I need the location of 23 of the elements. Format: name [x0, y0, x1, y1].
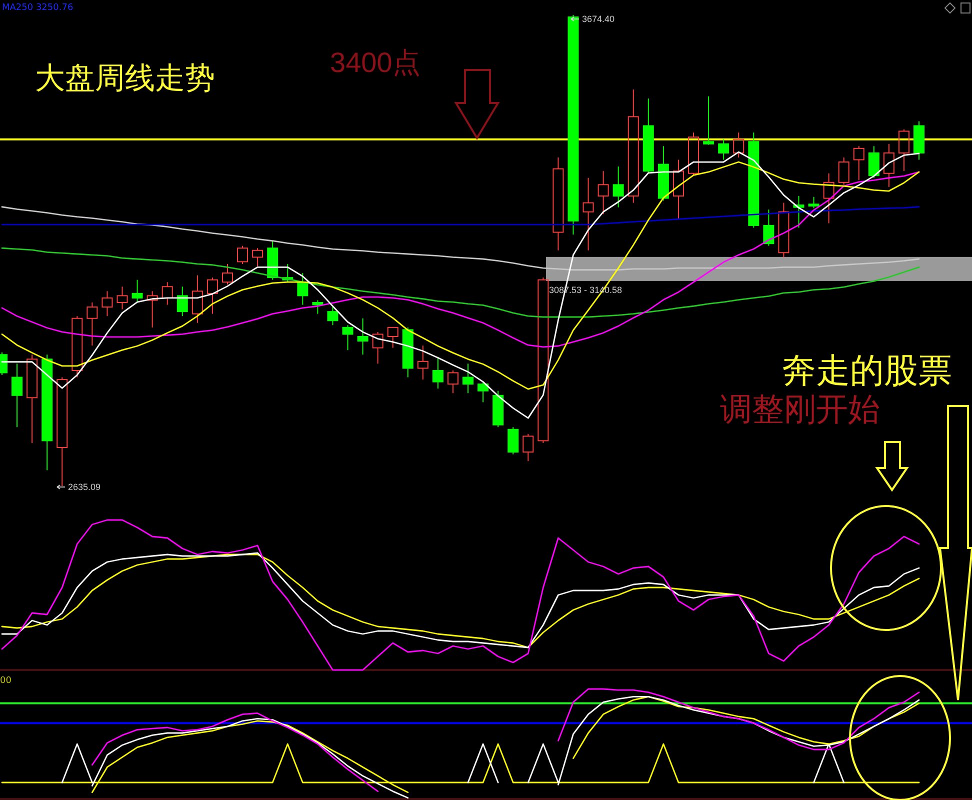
candlestick	[102, 290, 113, 317]
annotation: 调整刚开始	[720, 390, 880, 428]
annotation: 3674.40	[582, 14, 615, 24]
text: MA250 3250.76	[2, 3, 74, 13]
candlestick	[582, 177, 594, 251]
text: 大盘周线走势	[35, 61, 215, 96]
candlestick	[462, 363, 474, 394]
annotation: 2635.09	[68, 482, 101, 492]
text: 00	[0, 676, 12, 686]
candlestick	[823, 172, 834, 224]
candlestick	[417, 345, 428, 380]
annotation: 奔走的股票	[782, 351, 952, 391]
candlestick	[552, 156, 564, 251]
candlestick	[192, 274, 203, 324]
candlestick	[883, 143, 894, 188]
candlestick	[612, 166, 624, 208]
candlestick	[628, 89, 639, 204]
candlestick	[598, 170, 609, 215]
candlestick	[672, 159, 684, 220]
candlestick	[357, 318, 368, 356]
ref-line-label: 3400点	[330, 47, 420, 78]
candlestick	[12, 363, 23, 428]
candlestick	[116, 286, 128, 310]
